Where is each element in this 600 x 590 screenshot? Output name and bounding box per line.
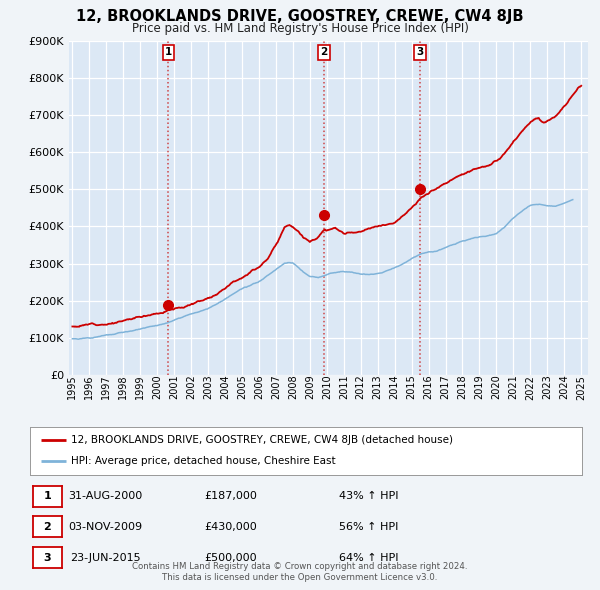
Text: 2: 2: [320, 47, 328, 57]
Text: 03-NOV-2009: 03-NOV-2009: [68, 522, 142, 532]
Text: 43% ↑ HPI: 43% ↑ HPI: [339, 491, 398, 501]
Text: Price paid vs. HM Land Registry's House Price Index (HPI): Price paid vs. HM Land Registry's House …: [131, 22, 469, 35]
Text: £500,000: £500,000: [205, 553, 257, 562]
Text: 2019: 2019: [475, 375, 484, 399]
Text: 2016: 2016: [424, 375, 434, 399]
Text: 12, BROOKLANDS DRIVE, GOOSTREY, CREWE, CW4 8JB: 12, BROOKLANDS DRIVE, GOOSTREY, CREWE, C…: [76, 9, 524, 24]
Text: 3: 3: [416, 47, 424, 57]
Text: 2000: 2000: [152, 375, 162, 399]
Text: 2009: 2009: [305, 375, 315, 399]
Text: 1998: 1998: [118, 375, 128, 399]
Text: 2017: 2017: [440, 375, 451, 399]
Text: 1: 1: [165, 47, 172, 57]
Text: 56% ↑ HPI: 56% ↑ HPI: [339, 522, 398, 532]
Text: 2023: 2023: [542, 375, 552, 399]
Text: 2008: 2008: [288, 375, 298, 399]
Text: 2025: 2025: [576, 375, 586, 399]
Text: 2012: 2012: [356, 375, 366, 399]
Text: 2020: 2020: [491, 375, 502, 399]
Text: 1999: 1999: [135, 375, 145, 399]
Text: 3: 3: [44, 553, 51, 562]
Text: 2003: 2003: [203, 375, 213, 399]
Text: 2024: 2024: [559, 375, 569, 399]
Text: 2011: 2011: [339, 375, 349, 399]
Text: 2: 2: [44, 522, 51, 532]
Text: 23-JUN-2015: 23-JUN-2015: [70, 553, 140, 562]
Text: 2002: 2002: [186, 375, 196, 399]
Text: 2013: 2013: [373, 375, 383, 399]
Text: £187,000: £187,000: [205, 491, 257, 501]
Text: HPI: Average price, detached house, Cheshire East: HPI: Average price, detached house, Ches…: [71, 457, 336, 467]
Text: 12, BROOKLANDS DRIVE, GOOSTREY, CREWE, CW4 8JB (detached house): 12, BROOKLANDS DRIVE, GOOSTREY, CREWE, C…: [71, 435, 454, 445]
Text: 2004: 2004: [220, 375, 230, 399]
Text: 2022: 2022: [526, 375, 535, 399]
Text: 2001: 2001: [169, 375, 179, 399]
Text: 2021: 2021: [508, 375, 518, 399]
Text: 2007: 2007: [271, 375, 281, 399]
Text: 2010: 2010: [322, 375, 332, 399]
Text: 2005: 2005: [237, 375, 247, 399]
Text: £430,000: £430,000: [205, 522, 257, 532]
Text: 1996: 1996: [85, 375, 94, 399]
Text: Contains HM Land Registry data © Crown copyright and database right 2024.
This d: Contains HM Land Registry data © Crown c…: [132, 562, 468, 582]
Text: 2014: 2014: [389, 375, 400, 399]
Text: 2006: 2006: [254, 375, 264, 399]
Text: 64% ↑ HPI: 64% ↑ HPI: [339, 553, 398, 562]
Text: 31-AUG-2000: 31-AUG-2000: [68, 491, 142, 501]
Text: 1997: 1997: [101, 375, 112, 399]
Text: 1995: 1995: [67, 375, 77, 399]
Text: 2018: 2018: [457, 375, 467, 399]
Text: 2015: 2015: [407, 375, 416, 399]
Text: 1: 1: [44, 491, 51, 501]
